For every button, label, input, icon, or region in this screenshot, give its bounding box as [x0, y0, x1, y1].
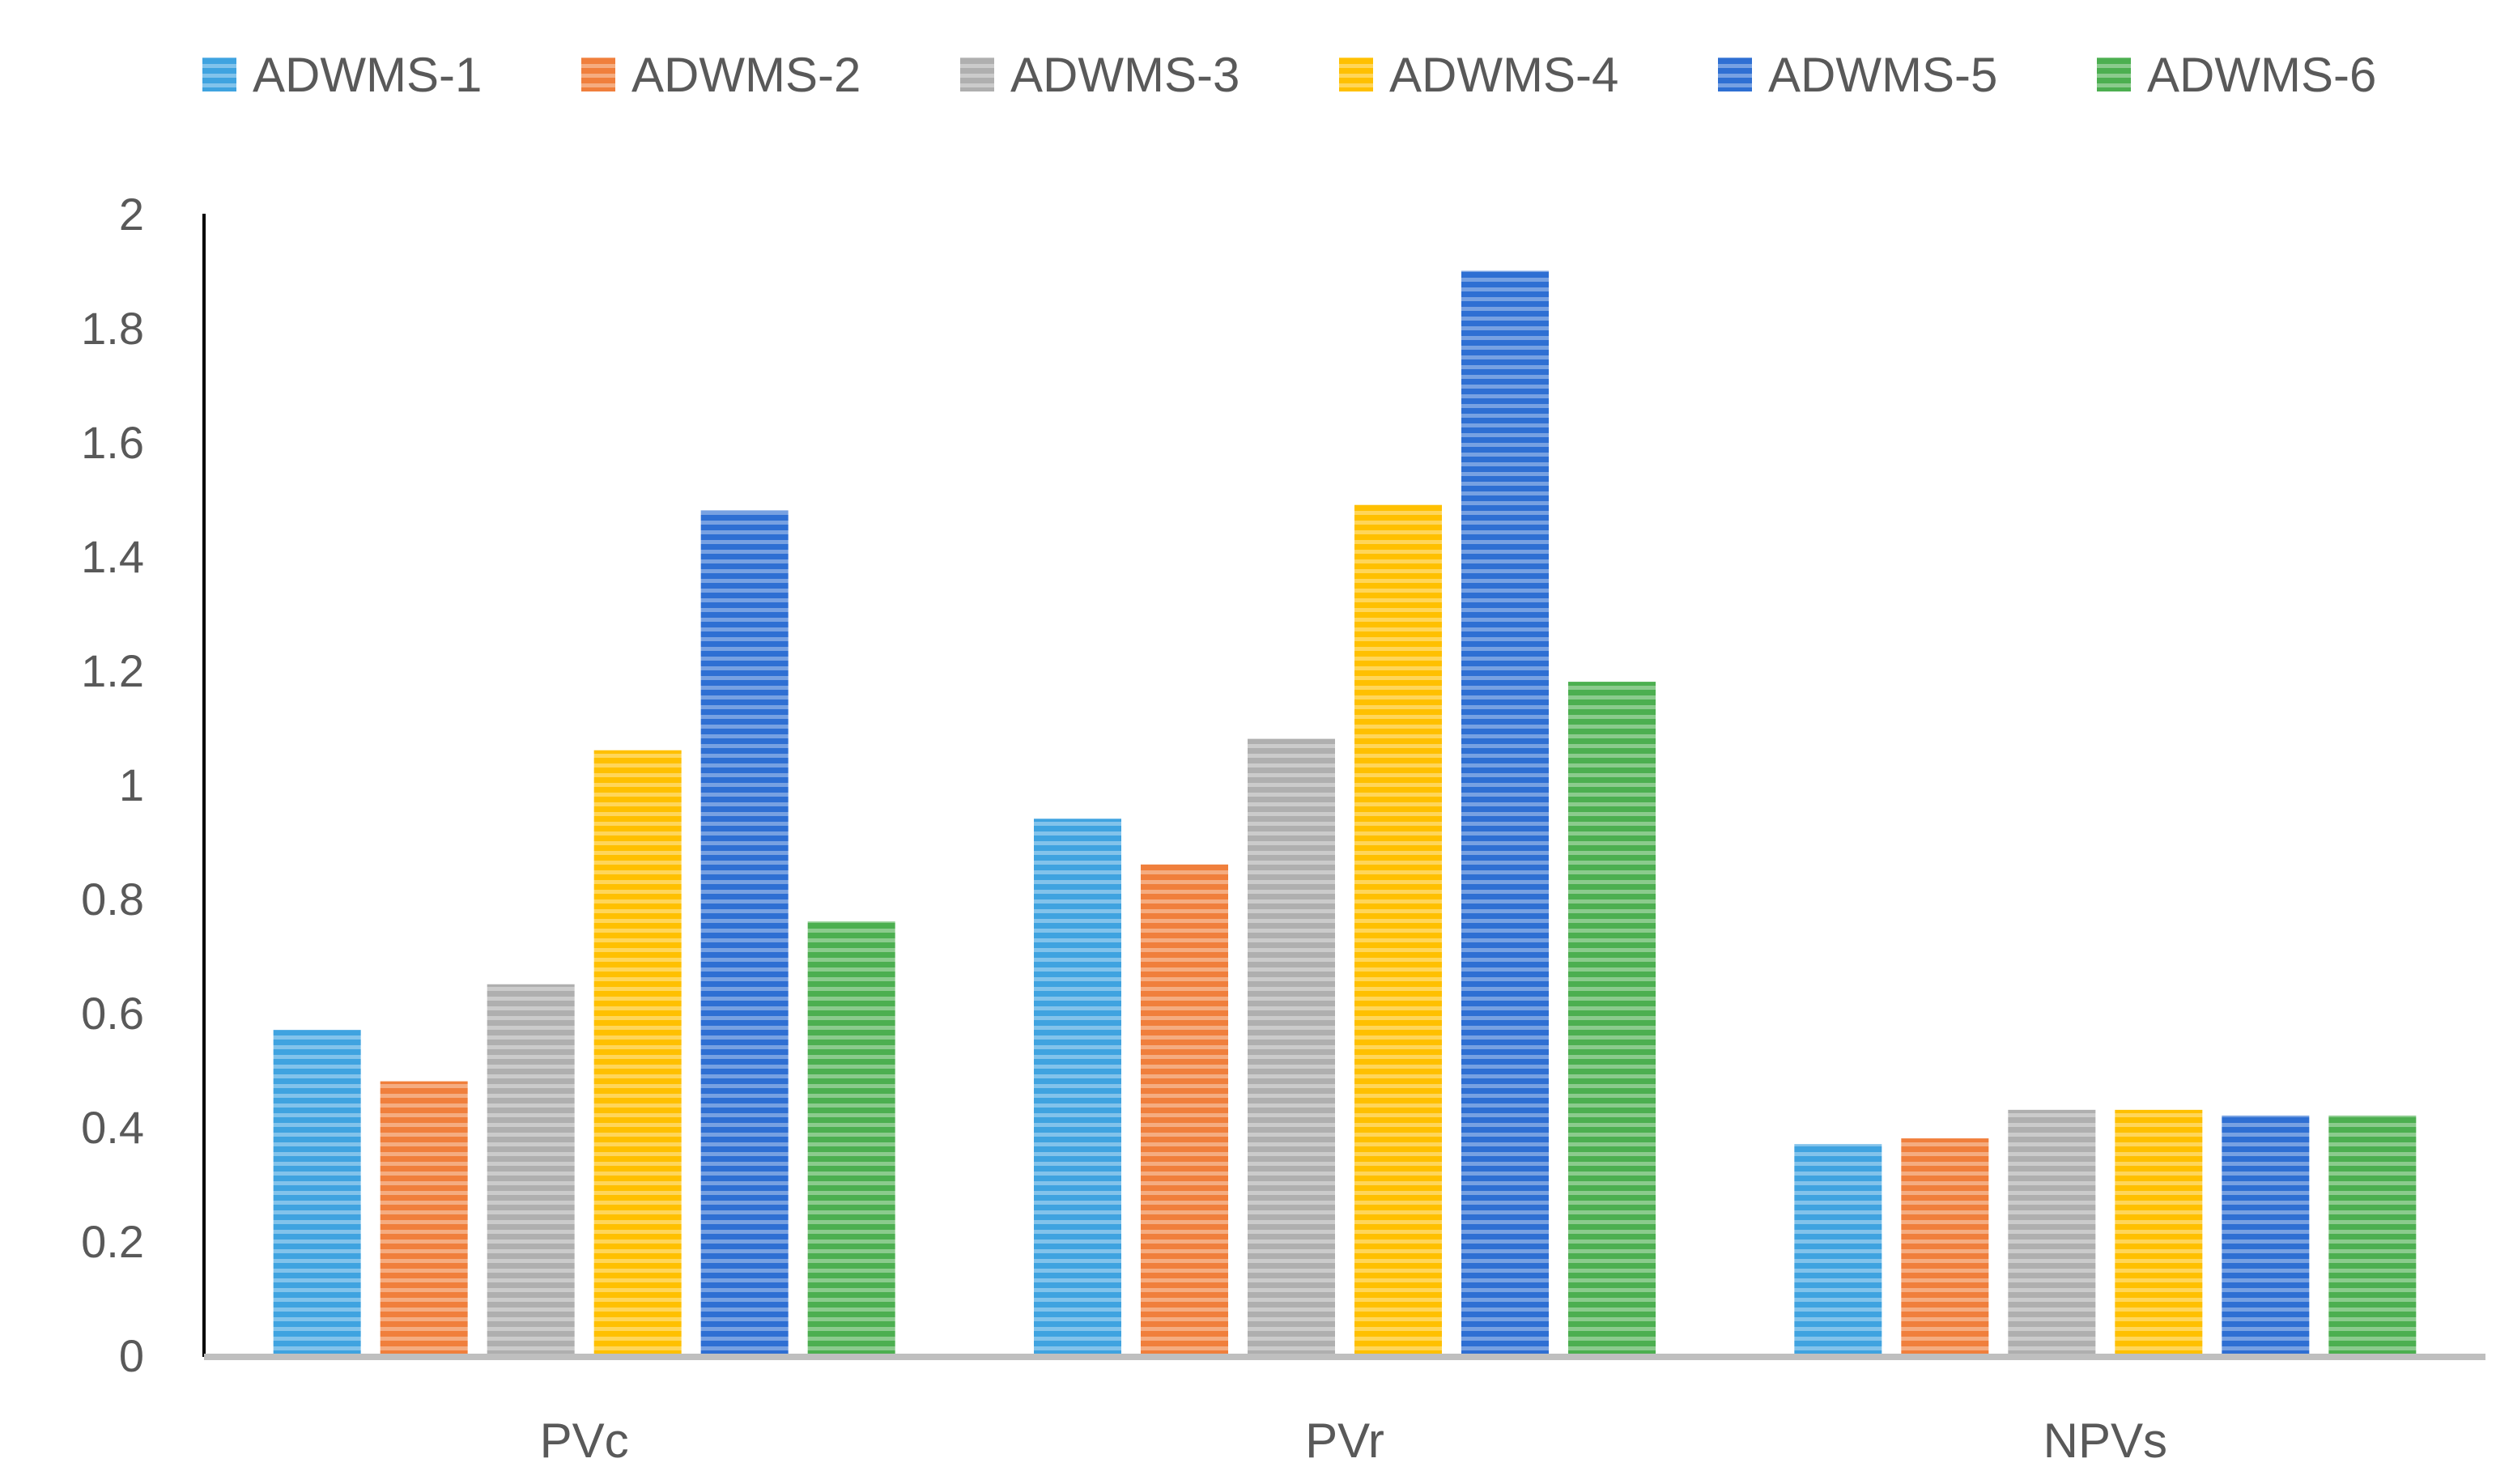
bar-adwms-2-pvr	[1141, 864, 1228, 1355]
bar-adwms-4-pvr	[1354, 504, 1442, 1355]
x-category-label: NPVs	[2043, 1414, 2167, 1468]
legend-label-adwms-4: ADWMS-4	[1389, 48, 1618, 102]
bar-adwms-3-pvr	[1248, 738, 1335, 1355]
bar-adwms-3-npvs	[2008, 1109, 2096, 1355]
axes	[202, 214, 2485, 1360]
legend-swatch-adwms-6	[2097, 57, 2131, 91]
legend-swatch-adwms-5	[1718, 57, 1752, 91]
bar-adwms-2-npvs	[1901, 1138, 1989, 1355]
legend-swatch-adwms-2	[581, 57, 615, 91]
legend-swatch-adwms-1	[202, 57, 236, 91]
y-tick-label: 0.4	[81, 1102, 144, 1153]
legend-label-adwms-2: ADWMS-2	[631, 48, 861, 102]
bar-adwms-6-pvc	[807, 921, 895, 1355]
bar-adwms-4-pvc	[593, 750, 682, 1355]
y-tick-label: 1.2	[81, 645, 144, 696]
bar-adwms-6-pvr	[1568, 682, 1656, 1355]
y-tick-label: 1.6	[81, 417, 144, 468]
legend-swatch-adwms-3	[960, 57, 994, 91]
bar-adwms-5-pvc	[700, 510, 789, 1355]
x-category-label: PVc	[540, 1414, 629, 1468]
y-axis-ticks: 0 0.2 0.4 0.6 0.8 1 1.2 1.4 1.6 1.8 2	[81, 189, 144, 1381]
bar-adwms-5-npvs	[2222, 1115, 2310, 1355]
bar-adwms-4-npvs	[2115, 1109, 2203, 1355]
bar-adwms-1-npvs	[1794, 1144, 1882, 1355]
bar-adwms-1-pvc	[273, 1030, 361, 1355]
x-category-label: PVr	[1305, 1414, 1384, 1468]
legend-label-adwms-1: ADWMS-1	[253, 48, 482, 102]
y-tick-label: 0.6	[81, 988, 144, 1039]
legend-label-adwms-3: ADWMS-3	[1010, 48, 1239, 102]
bar-adwms-1-pvr	[1034, 819, 1121, 1355]
bar-adwms-5-pvr	[1461, 270, 1549, 1355]
y-tick-label: 0	[119, 1330, 144, 1381]
bars	[273, 270, 2417, 1355]
bar-adwms-2-pvc	[380, 1081, 468, 1355]
y-tick-label: 1	[119, 759, 144, 810]
bar-adwms-3-pvc	[487, 984, 575, 1355]
y-tick-label: 0.8	[81, 874, 144, 925]
legend-swatch-adwms-4	[1339, 57, 1373, 91]
x-axis-categories: PVc PVr NPVs	[540, 1414, 2167, 1468]
y-tick-label: 2	[119, 189, 144, 240]
y-tick-label: 1.4	[81, 531, 144, 582]
legend-label-adwms-6: ADWMS-6	[2147, 48, 2376, 102]
y-tick-label: 1.8	[81, 303, 144, 354]
y-tick-label: 0.2	[81, 1216, 144, 1267]
bar-adwms-6-npvs	[2328, 1115, 2417, 1355]
legend: ADWMS-1 ADWMS-2 ADWMS-3 ADWMS-4 ADWMS-5 ADWMS…	[202, 48, 2376, 102]
legend-label-adwms-5: ADWMS-5	[1768, 48, 1997, 102]
